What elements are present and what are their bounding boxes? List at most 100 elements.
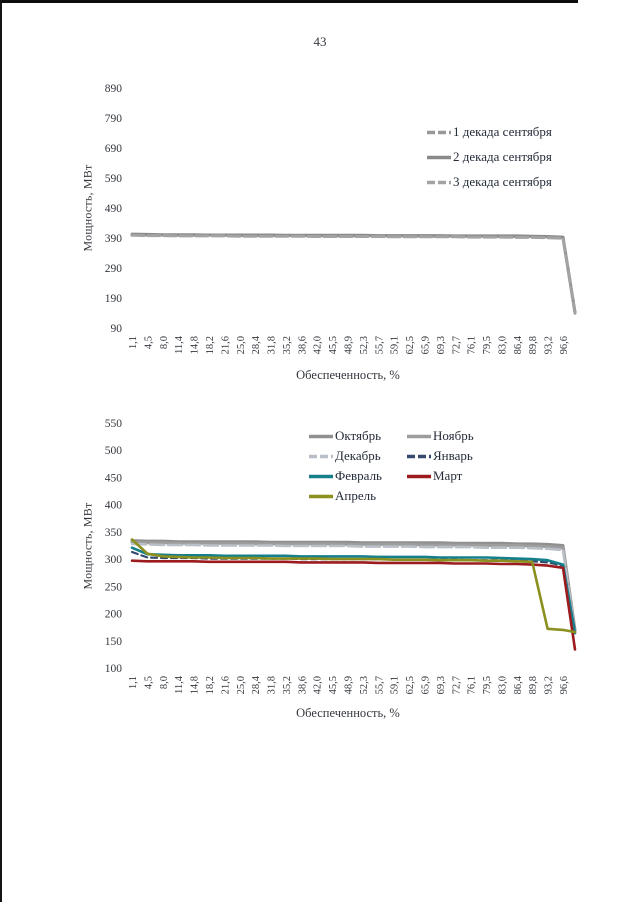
x-tick-label: 83,0 bbox=[497, 336, 508, 354]
x-tick-label: 96,6 bbox=[559, 336, 570, 354]
legend-label: Октябрь bbox=[335, 428, 382, 443]
legend-line-swatch bbox=[309, 434, 333, 438]
series-line-0 bbox=[130, 233, 577, 315]
chart-monthly-curves: 550 500 450 400 350 300 250 200 150 100 1,1 4,5 8,0 1… bbox=[70, 400, 610, 740]
x-tick-label: 83,0 bbox=[497, 676, 508, 694]
x-tick-label: 11,4 bbox=[174, 675, 185, 694]
x-axis-title: Обеспеченность, % bbox=[296, 706, 400, 720]
x-tick-label: 59,1 bbox=[390, 336, 401, 354]
legend-label: Февраль bbox=[335, 468, 382, 483]
y-tick-label: 890 bbox=[105, 83, 123, 95]
y-tick-label: 290 bbox=[105, 263, 123, 275]
y-tick-label: 190 bbox=[105, 293, 123, 305]
x-tick-label: 52,3 bbox=[359, 676, 370, 694]
x-tick-label: 65,9 bbox=[420, 676, 431, 694]
y-tick-label: 590 bbox=[105, 173, 123, 185]
legend-label: Март bbox=[433, 468, 463, 483]
x-tick-label: 48,9 bbox=[344, 336, 355, 354]
series-line-0 bbox=[130, 539, 577, 632]
x-tick-label: 89,8 bbox=[528, 676, 539, 694]
legend-line-swatch bbox=[427, 130, 451, 134]
x-tick-label: 65,9 bbox=[420, 336, 431, 354]
x-tick-label: 25,0 bbox=[236, 336, 247, 354]
x-tick-label: 8,0 bbox=[159, 336, 170, 349]
x-tick-label: 45,5 bbox=[328, 676, 339, 694]
y-tick-label: 500 bbox=[105, 445, 123, 457]
x-tick-label: 42,0 bbox=[313, 336, 324, 354]
x-tick-label: 28,4 bbox=[251, 335, 262, 354]
x-tick-label: 89,8 bbox=[528, 336, 539, 354]
series-line-2 bbox=[130, 233, 577, 315]
legend-label: 1 декада сентября bbox=[453, 124, 552, 139]
y-tick-label: 490 bbox=[105, 203, 123, 215]
x-tick-label: 14,8 bbox=[190, 676, 201, 694]
x-tick-label: 79,5 bbox=[482, 336, 493, 354]
x-tick-label: 31,8 bbox=[267, 676, 278, 694]
x-tick-label: 76,1 bbox=[467, 336, 478, 354]
legend-item: Январь bbox=[406, 448, 504, 464]
y-tick-label: 350 bbox=[105, 527, 123, 539]
x-tick-label: 8,0 bbox=[159, 676, 170, 689]
y-tick-label: 200 bbox=[105, 609, 123, 621]
x-tick-label: 1,1 bbox=[128, 336, 139, 349]
page-number: 43 bbox=[313, 34, 327, 49]
legend-line-swatch bbox=[309, 474, 333, 478]
x-tick-label: 48,9 bbox=[344, 676, 355, 694]
legend-label: 3 декада сентября bbox=[453, 174, 552, 189]
y-tick-label: 300 bbox=[105, 554, 123, 566]
legend-label: 2 декада сентября bbox=[453, 149, 552, 164]
series-line-1 bbox=[130, 232, 577, 314]
chart-september-decades: 890 790 690 590 490 390 290 190 90 1,1 4,5 8,0 11,4 1… bbox=[70, 80, 610, 400]
y-tick-label: 100 bbox=[105, 663, 123, 675]
x-tick-label: 35,2 bbox=[282, 676, 293, 694]
chart-legend: 1 декада сентября 2 декада сентября 3 дека… bbox=[426, 124, 552, 190]
x-tick-label: 35,2 bbox=[282, 336, 293, 354]
x-tick-label: 93,2 bbox=[544, 676, 555, 694]
x-tick-label: 69,3 bbox=[436, 676, 447, 694]
x-tick-label: 59,1 bbox=[390, 676, 401, 694]
x-tick-label: 25,0 bbox=[236, 676, 247, 694]
x-tick-label: 18,2 bbox=[205, 336, 216, 354]
x-tick-label: 86,4 bbox=[513, 675, 524, 694]
scan-artifact-left-edge bbox=[0, 0, 2, 902]
series-line-2 bbox=[130, 542, 577, 634]
y-tick-label: 390 bbox=[105, 233, 123, 245]
legend-item: Ноябрь bbox=[406, 428, 504, 444]
y-tick-label: 690 bbox=[105, 143, 123, 155]
x-tick-label: 93,2 bbox=[544, 336, 555, 354]
legend-label: Декабрь bbox=[335, 448, 381, 463]
x-tick-label: 72,7 bbox=[451, 676, 462, 694]
y-tick-label: 550 bbox=[105, 418, 123, 430]
x-tick-label: 79,5 bbox=[482, 676, 493, 694]
legend-item: Март bbox=[406, 468, 504, 484]
chart-monthly-plot: 550 500 450 400 350 300 250 200 150 100 1,1 4,5 8,0 1… bbox=[105, 418, 577, 694]
legend-item: Декабрь bbox=[308, 448, 406, 464]
x-tick-label: 96,6 bbox=[559, 676, 570, 694]
legend-item: 3 декада сентября bbox=[426, 174, 552, 190]
scan-artifact-top-edge bbox=[0, 0, 578, 3]
x-tick-label: 1,1 bbox=[128, 676, 139, 689]
x-tick-label: 62,5 bbox=[405, 676, 416, 694]
chart-legend: Октябрь Ноябрь Декабрь Январь Февраль Март Апр… bbox=[308, 428, 504, 504]
series-line-6 bbox=[130, 538, 577, 634]
legend-item: Апрель bbox=[308, 488, 406, 504]
legend-item: 1 декада сентября bbox=[426, 124, 552, 140]
y-axis-title: Мощность, МВт bbox=[80, 164, 95, 252]
x-tick-label: 4,5 bbox=[143, 676, 154, 689]
series-line-1 bbox=[130, 540, 577, 633]
x-tick-label: 52,3 bbox=[359, 336, 370, 354]
x-axis-title: Обеспеченность, % bbox=[296, 368, 400, 382]
x-tick-label: 69,3 bbox=[436, 336, 447, 354]
legend-label: Январь bbox=[433, 448, 473, 463]
x-tick-label: 11,4 bbox=[174, 335, 185, 354]
y-tick-label: 90 bbox=[111, 323, 123, 335]
x-tick-label: 31,8 bbox=[267, 336, 278, 354]
x-tick-label: 21,6 bbox=[220, 336, 231, 354]
x-tick-label: 55,7 bbox=[374, 336, 385, 354]
y-tick-label: 790 bbox=[105, 113, 123, 125]
legend-line-swatch bbox=[427, 155, 451, 159]
series-line-4 bbox=[130, 546, 577, 635]
legend-line-swatch bbox=[407, 454, 431, 458]
x-tick-label: 55,7 bbox=[374, 676, 385, 694]
y-tick-label: 400 bbox=[105, 500, 123, 512]
